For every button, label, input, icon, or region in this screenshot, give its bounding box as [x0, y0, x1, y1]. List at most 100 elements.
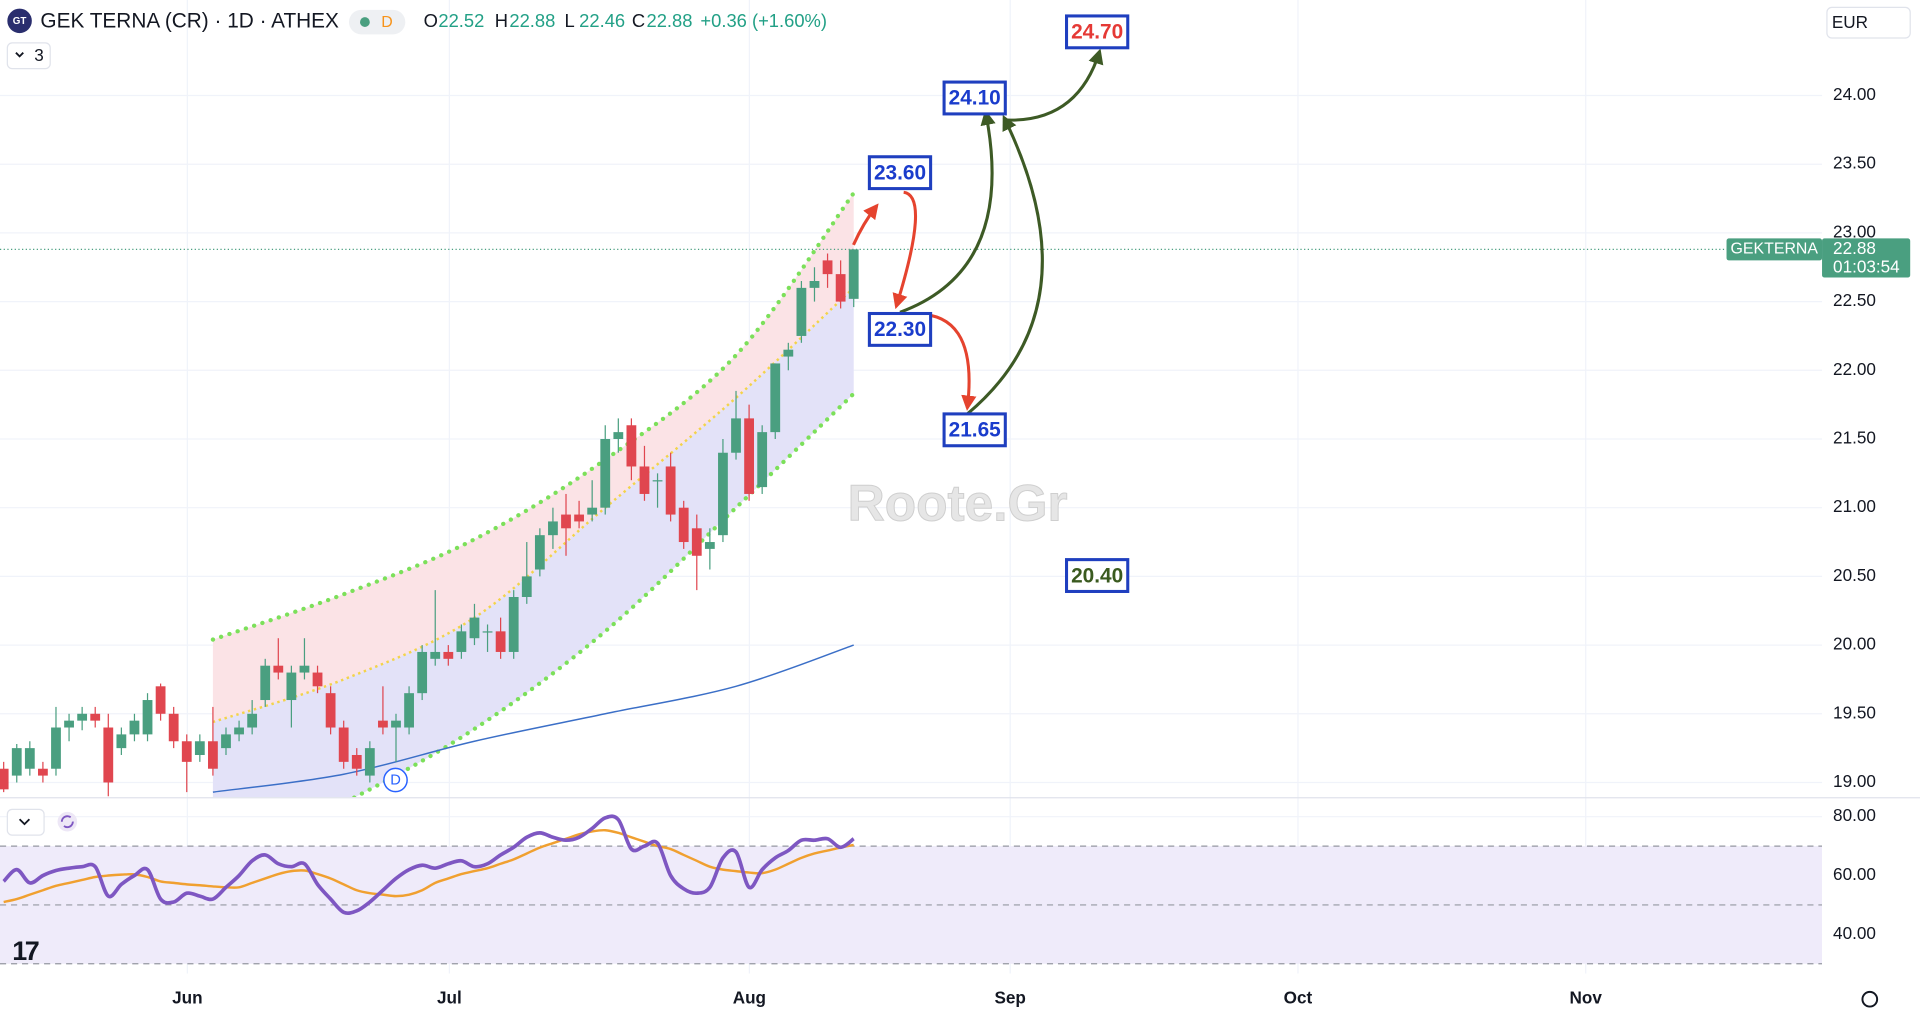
interval-badge: D	[381, 14, 393, 31]
candle-body	[103, 727, 114, 783]
candle-body	[744, 418, 754, 494]
settings-icon[interactable]	[1861, 990, 1879, 1008]
candle-body	[731, 418, 741, 453]
annotation-box	[867, 155, 933, 191]
logo-text: GT	[13, 16, 27, 27]
candle-body	[0, 768, 9, 790]
refresh-button[interactable]	[57, 811, 78, 832]
annotation-label: 24.10	[949, 87, 1001, 110]
candle-body	[574, 514, 584, 522]
status-pill[interactable]	[348, 9, 406, 35]
y-tick-label: 24.00	[1833, 84, 1876, 104]
x-tick-label: Oct	[1284, 988, 1313, 1008]
candle-body	[639, 466, 650, 494]
chevron-icon	[18, 818, 31, 826]
ohlc-label: H	[495, 10, 508, 31]
candle-body	[11, 748, 22, 776]
annotation-box	[942, 80, 1007, 116]
candle-body	[234, 727, 244, 735]
candle-body	[796, 287, 807, 336]
channel-upper	[210, 190, 856, 642]
candle-body	[587, 507, 598, 515]
y-tick-label: 19.00	[1833, 771, 1876, 791]
arrow	[966, 114, 1044, 416]
candle-body	[64, 720, 74, 728]
symbol-logo	[7, 8, 32, 34]
candle-body	[482, 631, 493, 633]
y-tick-label: 22.00	[1833, 359, 1876, 379]
annotation-box	[1065, 14, 1130, 50]
candle-body	[534, 535, 545, 570]
candle-body	[273, 665, 284, 673]
candle-body	[848, 249, 859, 299]
ohlc-value: 22.88	[509, 10, 555, 31]
candle-body	[443, 651, 454, 659]
candle-body	[77, 713, 88, 721]
event-marker-label: D	[390, 773, 401, 789]
candle-body	[652, 480, 663, 482]
candle-body	[548, 521, 558, 536]
candle-body	[312, 672, 323, 687]
annotation-box	[867, 311, 933, 347]
currency: EUR	[1832, 12, 1868, 32]
status-dot	[360, 17, 370, 27]
candle-body	[194, 741, 205, 755]
annotation-label: 20.40	[1071, 564, 1123, 587]
candle-body	[665, 466, 676, 515]
ohlc-label: O	[424, 10, 438, 31]
candle-body	[24, 748, 35, 769]
candle-body	[129, 720, 140, 735]
channel-area	[212, 193, 854, 723]
candle-body	[38, 768, 48, 776]
candle-body	[508, 596, 519, 652]
x-tick-label: Sep	[994, 988, 1025, 1008]
tv-logo: 17	[12, 936, 39, 966]
rsi-tick-label: 60.00	[1833, 864, 1876, 884]
candle-body	[809, 280, 820, 288]
x-tick-label: Aug	[733, 988, 766, 1008]
candle-body	[718, 452, 728, 536]
candle-body	[181, 741, 192, 762]
candle-body	[338, 727, 349, 762]
candle-body	[155, 686, 166, 714]
channel-lower	[350, 391, 856, 798]
axes: Jun Jul Aug Sep Oct Nov 19.00 19.50 20.00 20.50 21…	[0, 84, 1920, 1008]
price-change: +0.36 (+1.60%)	[700, 10, 827, 31]
event-marker	[383, 767, 408, 793]
rsi-tick-label: 80.00	[1833, 805, 1876, 825]
price-pane: D Roote.Gr	[0, 190, 1823, 798]
y-tick-label: 23.00	[1833, 221, 1876, 241]
candle-body	[521, 576, 532, 597]
rsi-tick-label: 40.00	[1833, 923, 1876, 943]
candle-body	[456, 631, 467, 652]
candle-body	[168, 713, 179, 742]
arrow	[1006, 48, 1104, 122]
candle-body	[351, 754, 362, 769]
last-price: 22.88	[1833, 238, 1876, 258]
candle-body	[221, 734, 231, 749]
annotations: 24.70 24.10 23.60 22.30 21.65 20.40	[867, 14, 1130, 593]
symbol-title: GEK TERNA (CR) · 1D · ATHEX	[40, 10, 339, 33]
y-tick-label: 20.00	[1833, 634, 1876, 654]
candle-body	[208, 741, 218, 769]
candle-body	[600, 438, 611, 508]
candle-body	[364, 748, 375, 776]
candle-body	[430, 651, 441, 659]
x-tick-label: Jun	[172, 988, 202, 1008]
candle-body	[299, 665, 310, 673]
candle-body	[495, 631, 506, 652]
annotation-label: 22.30	[874, 318, 926, 341]
annotation-label: 21.65	[949, 419, 1001, 442]
rsi-line	[2, 814, 855, 915]
ohlc-label: L	[564, 10, 574, 31]
candle-body	[378, 720, 388, 728]
watermark: Roote.Gr	[848, 474, 1068, 532]
indicator-toggle[interactable]	[6, 42, 51, 70]
y-tick-label: 21.50	[1833, 428, 1876, 448]
symbol-label-box	[1726, 238, 1823, 261]
candle-body	[691, 528, 702, 556]
currency-button[interactable]	[1826, 6, 1911, 39]
countdown: 01:03:54	[1833, 256, 1900, 276]
